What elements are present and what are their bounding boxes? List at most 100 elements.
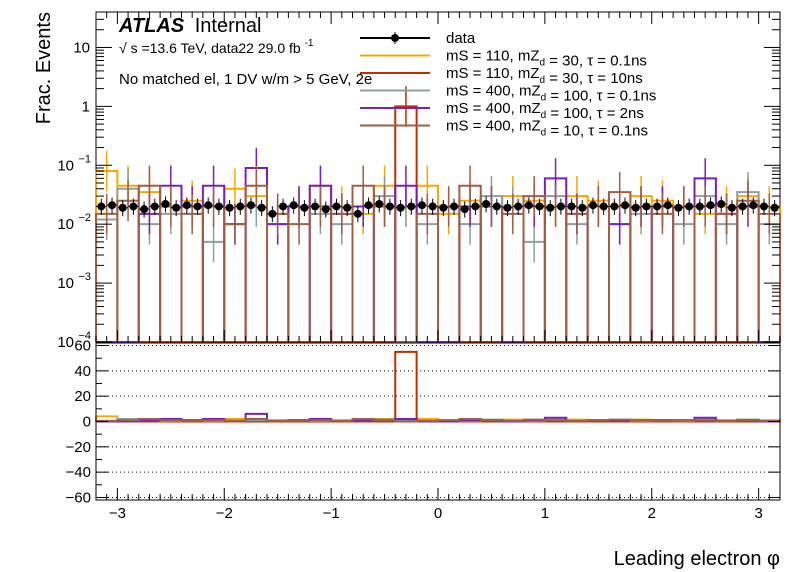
internal-label: Internal — [195, 15, 262, 37]
data-point — [642, 202, 651, 211]
legend-item-s4: mS = 400, mZd = 100, τ = 2ns — [360, 100, 644, 122]
main-x-ticks — [95, 12, 781, 342]
ratio-y-tick-label: −60 — [66, 489, 91, 506]
data-point — [375, 200, 384, 209]
data-point — [172, 203, 181, 212]
legend-text: = 100, τ = 0.1ns — [546, 88, 656, 105]
legend-subscript: d — [540, 58, 546, 69]
data-point — [279, 202, 288, 211]
legend-data-marker — [391, 34, 399, 42]
y-tick-exponent: −1 — [78, 153, 91, 165]
x-tick-label: 0 — [434, 505, 442, 522]
x-axis-label: Leading electron φ — [614, 548, 780, 570]
ratio-panel: −60 −40 −20 0 20 40 60 −3 −2 −1 0 1 2 3 — [66, 338, 781, 522]
data-point — [567, 202, 576, 211]
y-tick-label: 1 — [82, 98, 90, 115]
energy-exp: -1 — [305, 38, 314, 49]
data-point — [695, 202, 704, 211]
data-point — [663, 201, 672, 210]
data-point — [343, 203, 352, 212]
y-tick-exponent: −3 — [78, 271, 91, 283]
y-axis-label: Frac. Events — [33, 12, 55, 124]
legend-text: mS = 400, mZ — [446, 100, 541, 117]
data-point — [257, 203, 266, 212]
x-tick-label: −1 — [323, 505, 340, 522]
data-point — [631, 203, 640, 212]
y-tick-label: 10 — [57, 157, 74, 174]
energy-label: =13.6 TeV, data22 29.0 fb — [141, 40, 300, 56]
legend-item-s2: mS = 110, mZd = 30, τ = 10ns — [360, 65, 643, 87]
data-point — [749, 201, 758, 210]
data-points — [96, 196, 780, 223]
legend-text: mS = 110, mZ — [446, 48, 540, 65]
ratio-histograms — [95, 350, 781, 423]
data-point — [140, 205, 149, 214]
x-tick-label: 3 — [754, 505, 762, 522]
legend-text: data — [446, 30, 476, 47]
data-point — [225, 203, 234, 212]
legend-label: mS = 400, mZd = 100, τ = 0.1ns — [446, 83, 656, 105]
main-histograms — [95, 86, 781, 343]
data-point — [439, 203, 448, 212]
data-point — [578, 203, 587, 212]
data-point — [503, 203, 512, 212]
legend-label: mS = 110, mZd = 30, τ = 10ns — [446, 65, 643, 87]
data-point — [150, 202, 159, 211]
data-point — [268, 209, 277, 218]
sqrt-sign: √ — [119, 40, 127, 56]
data-point — [332, 202, 341, 211]
legend-text: = 10, τ = 0.1ns — [546, 123, 648, 140]
data-point — [717, 200, 726, 209]
svg-text:ATLAS Internal: ATLAS Internal — [118, 15, 261, 37]
data-point — [492, 202, 501, 211]
ratio-series-5 — [95, 417, 781, 423]
data-point — [514, 202, 523, 211]
legend-subscript: d — [540, 75, 546, 86]
data-point — [385, 202, 394, 211]
svg-text:√ s =13.6 TeV, dat: √ s =13.6 TeV, data22 29.0 fb -1 — [119, 38, 314, 56]
ratio-series-5-line — [95, 417, 781, 423]
data-point — [482, 200, 491, 209]
data-point — [674, 203, 683, 212]
data-point — [118, 203, 127, 212]
data-point — [460, 205, 469, 214]
ratio-y-tick-label: 40 — [74, 363, 91, 380]
data-point — [289, 201, 298, 210]
data-point — [161, 200, 170, 209]
data-point — [738, 202, 747, 211]
ratio-y-tick-label: −20 — [66, 439, 91, 456]
data-point — [535, 202, 544, 211]
main-panel: 10 1 10 −1 10 −2 10 −3 10 −4 — [57, 11, 781, 351]
series-5 — [95, 165, 781, 343]
x-tick-label: −3 — [109, 505, 126, 522]
legend-text: = 30, τ = 0.1ns — [545, 53, 647, 70]
data-point — [353, 209, 362, 218]
legend-text: mS = 400, mZ — [446, 118, 541, 135]
legend-item-s3: mS = 400, mZd = 100, τ = 0.1ns — [360, 83, 656, 105]
legend-item-s5: mS = 400, mZd = 10, τ = 0.1ns — [360, 118, 648, 140]
data-point — [685, 202, 694, 211]
legend-text: mS = 110, mZ — [446, 65, 540, 82]
legend-label: mS = 400, mZd = 100, τ = 2ns — [446, 100, 644, 122]
energy-s: s — [131, 40, 138, 56]
data-point — [396, 203, 405, 212]
data-point — [759, 202, 768, 211]
y-tick-label: 10 — [57, 334, 74, 351]
x-tick-label: 1 — [541, 505, 549, 522]
main-y-axis: 10 1 10 −1 10 −2 10 −3 10 −4 — [57, 11, 780, 351]
ratio-y-tick-label: 20 — [74, 388, 91, 405]
y-tick-exponent: −4 — [78, 330, 91, 342]
series-5-line — [95, 184, 781, 343]
legend-text: = 100, τ = 2ns — [546, 105, 644, 122]
data-point — [417, 201, 426, 210]
data-point — [770, 203, 779, 212]
x-tick-label: −2 — [216, 505, 233, 522]
x-axis: −3 −2 −1 0 1 2 3 — [95, 488, 781, 522]
data-point — [706, 201, 715, 210]
legend-text: mS = 400, mZ — [446, 83, 541, 100]
legend-item-s1: mS = 110, mZd = 30, τ = 0.1ns — [360, 48, 647, 70]
legend-label: data — [446, 30, 476, 47]
ratio-y-tick-label: 60 — [74, 338, 91, 355]
